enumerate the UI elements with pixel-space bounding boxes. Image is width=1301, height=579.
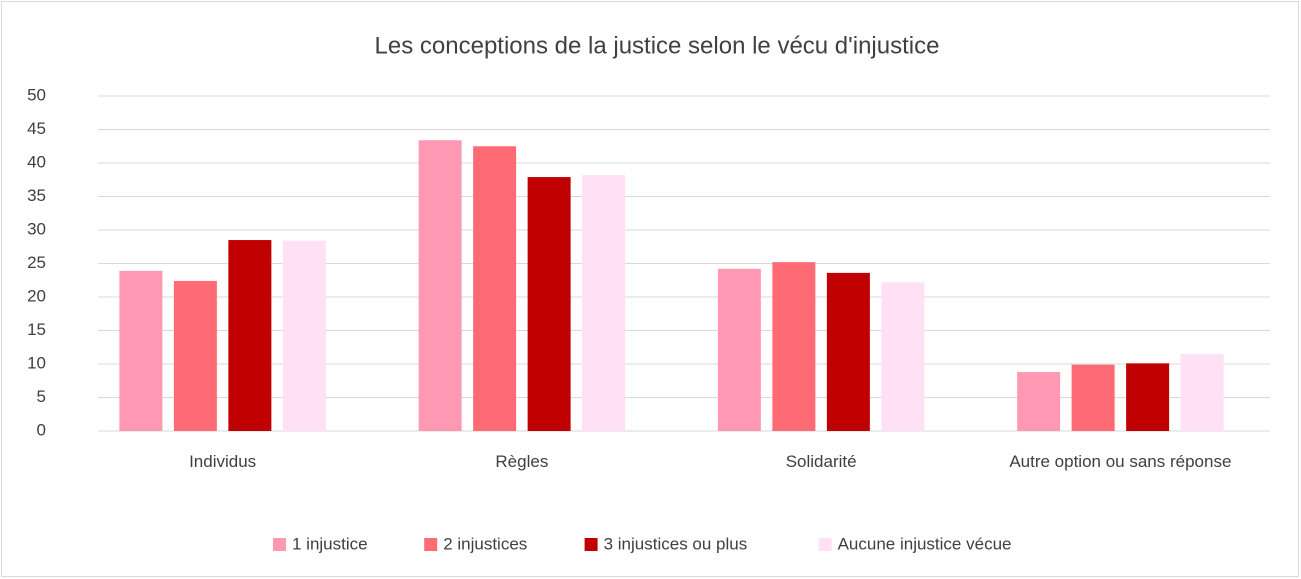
bar <box>473 146 517 431</box>
y-tick-label: 35 <box>27 186 46 205</box>
x-tick-label: Règles <box>495 452 549 471</box>
bar <box>1126 363 1170 431</box>
bar <box>717 268 761 431</box>
legend-label: Aucune injustice vécue <box>838 534 1012 553</box>
bar <box>527 177 571 431</box>
legend-swatch <box>584 538 598 551</box>
y-tick-label: 50 <box>27 85 46 104</box>
bar <box>826 272 870 431</box>
x-tick-label: Solidarité <box>785 452 857 471</box>
x-tick-label: Autre option ou sans réponse <box>1009 452 1232 471</box>
legend-label: 2 injustices <box>443 534 527 553</box>
bar <box>881 282 925 431</box>
legend-swatch <box>424 538 438 551</box>
bar <box>1017 372 1061 431</box>
y-tick-label: 15 <box>27 320 46 339</box>
bar <box>173 280 217 431</box>
legend-swatch <box>273 538 286 551</box>
y-tick-label: 10 <box>27 353 46 372</box>
legend-label: 1 injustice <box>292 534 368 553</box>
legend-swatch <box>818 538 832 551</box>
x-tick-label: Individus <box>189 452 257 471</box>
bar <box>119 270 163 431</box>
y-tick-label: 20 <box>27 286 46 305</box>
bar <box>282 240 326 431</box>
chart-title: Les conceptions de la justice selon le v… <box>375 32 940 59</box>
bar <box>582 175 626 431</box>
y-tick-label: 5 <box>37 387 46 406</box>
bar <box>418 140 462 431</box>
bar <box>772 262 816 431</box>
y-tick-label: 25 <box>27 253 46 272</box>
y-tick-label: 0 <box>37 420 46 439</box>
legend-label: 3 injustices ou plus <box>604 534 748 553</box>
bar <box>1071 364 1115 431</box>
y-tick-label: 30 <box>27 219 46 238</box>
bar <box>228 240 272 431</box>
bar <box>1180 353 1224 431</box>
y-tick-label: 40 <box>27 152 46 171</box>
y-tick-label: 45 <box>27 119 46 138</box>
